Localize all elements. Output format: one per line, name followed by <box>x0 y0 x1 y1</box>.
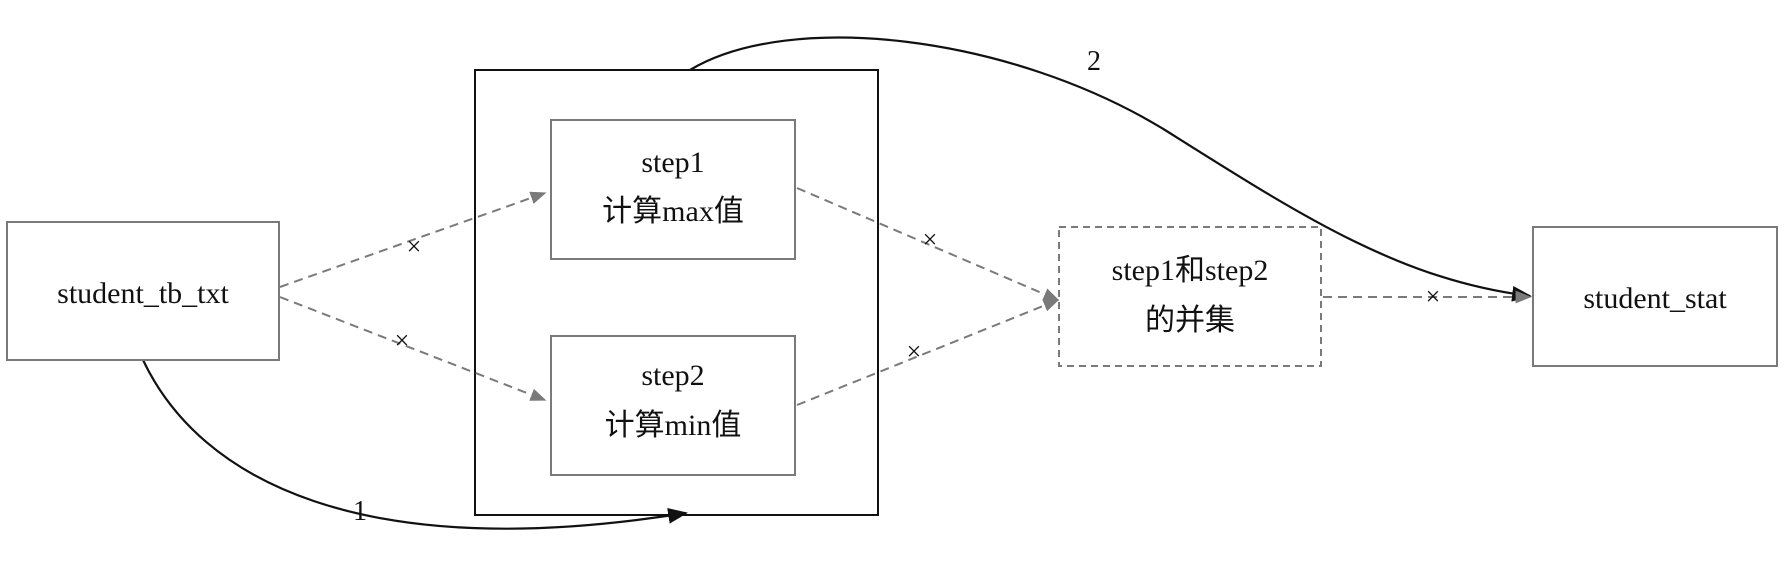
node-step2-title: step2 <box>641 359 704 392</box>
cross-marker: × <box>923 225 938 254</box>
node-union-title: step1和step2 <box>1112 254 1269 287</box>
edge-step1-to-union <box>796 187 1060 301</box>
node-union-desc: 的并集 <box>1145 304 1235 337</box>
node-target-label: student_stat <box>1583 282 1727 315</box>
cross-marker: × <box>395 326 410 355</box>
edge-step2-to-union <box>796 299 1060 406</box>
edge-flow1 <box>142 359 688 530</box>
edge-source-to-step2 <box>279 296 547 401</box>
edge-source-to-step1 <box>279 191 547 288</box>
node-step1-desc: 计算max值 <box>602 195 744 228</box>
cross-marker: × <box>1426 282 1441 311</box>
node-target <box>1532 226 1778 367</box>
cross-marker: × <box>407 232 422 261</box>
node-source <box>6 221 280 361</box>
node-union <box>1058 226 1322 367</box>
node-source-label: student_tb_txt <box>57 277 229 310</box>
node-step1-title: step1 <box>641 146 704 179</box>
cross-marker: × <box>907 337 922 366</box>
edge-label-2: 2 <box>1087 46 1101 77</box>
node-step2 <box>550 335 796 476</box>
node-step2-desc: 计算min值 <box>605 409 742 442</box>
node-step1 <box>550 119 796 260</box>
edge-flow2 <box>689 36 1532 302</box>
edge-label-1: 1 <box>353 496 367 527</box>
